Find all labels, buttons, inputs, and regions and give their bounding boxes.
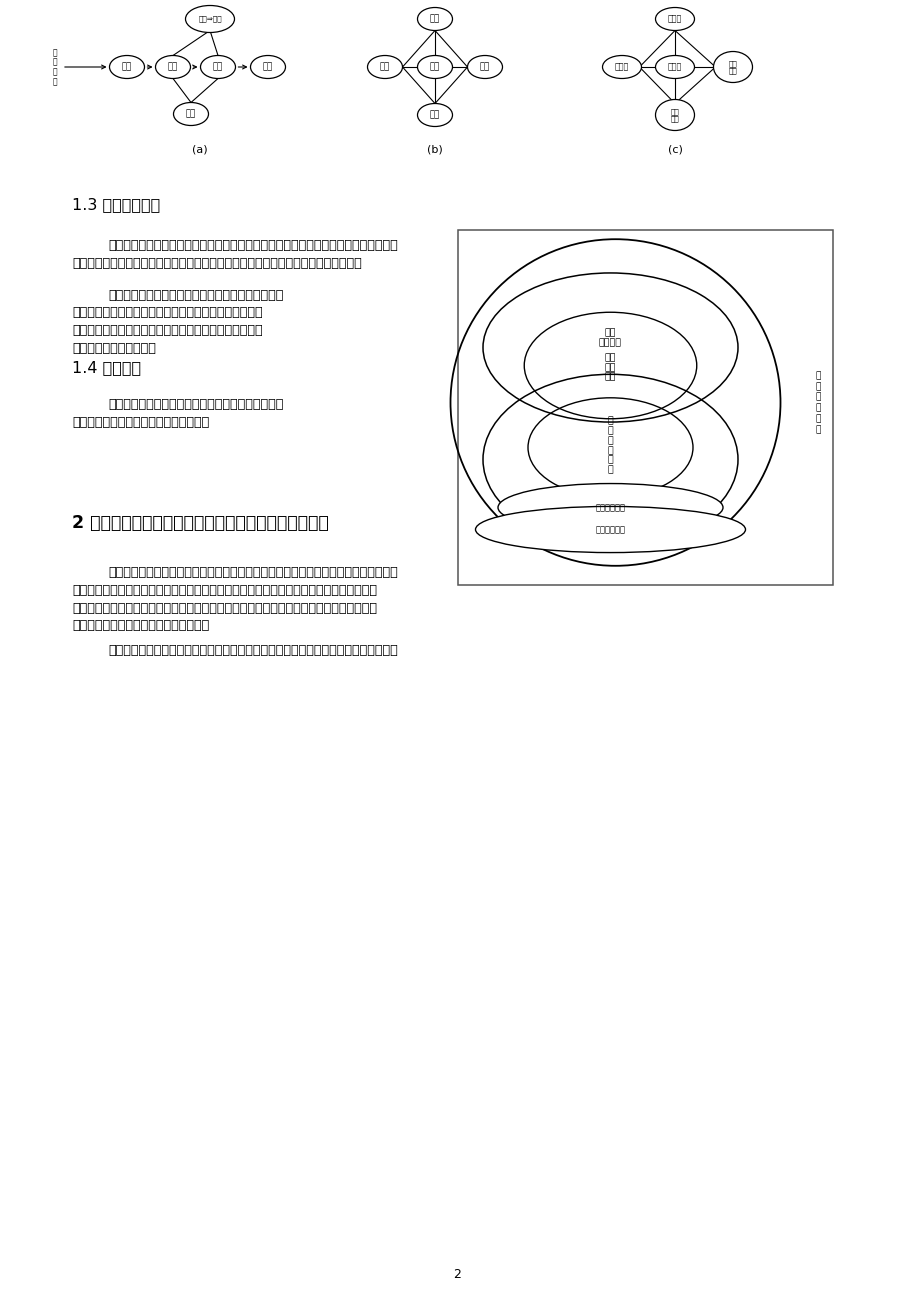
Text: 动力: 动力 (429, 14, 439, 23)
Ellipse shape (713, 52, 752, 82)
Text: 内胆⇒桔膜: 内胆⇒桔膜 (198, 16, 221, 22)
Text: 机械
本体: 机械 本体 (670, 108, 678, 122)
Text: 检测传感系统、执行部件、信息处理及控制系统，各要素和环节之间通过接口相联系。: 检测传感系统、执行部件、信息处理及控制系统，各要素和环节之间通过接口相联系。 (72, 256, 361, 270)
Text: 躯干: 躯干 (186, 109, 196, 118)
Text: 检测
传感技术: 检测 传感技术 (598, 328, 621, 346)
Ellipse shape (475, 506, 744, 552)
Ellipse shape (174, 103, 209, 125)
Ellipse shape (602, 56, 641, 78)
Ellipse shape (186, 5, 234, 33)
Text: 传统机械系统一般是由动力件、传动件、执行件三部分加上电器、液压和机械控制等部: 传统机械系统一般是由动力件、传动件、执行件三部分加上电器、液压和机械控制等部 (108, 566, 397, 579)
Ellipse shape (367, 56, 403, 78)
Ellipse shape (655, 56, 694, 78)
Text: 精密机械技术: 精密机械技术 (595, 503, 625, 512)
Ellipse shape (497, 483, 722, 531)
Text: 自
动
控
制
技
术: 自 动 控 制 技 术 (607, 417, 613, 474)
Text: 感官: 感官 (121, 62, 132, 72)
Ellipse shape (417, 103, 452, 126)
Ellipse shape (467, 56, 502, 78)
Text: 外
界
信
息: 外 界 信 息 (52, 48, 57, 86)
Text: 检测: 检测 (380, 62, 390, 72)
Text: 网联: 网联 (212, 62, 223, 72)
Ellipse shape (417, 56, 452, 78)
Text: 量流等动力学任务的机械或机电部件相互联系的系统组成。其核心是由计算机控制的，包括: 量流等动力学任务的机械或机电部件相互联系的系统组成。其核心是由计算机控制的，包括 (72, 602, 377, 615)
Text: 执行
部件: 执行 部件 (728, 60, 736, 74)
Text: (c): (c) (667, 145, 682, 155)
Text: 一个较完善的机电一体化系统，应包括以下几个基本功能要素：机械本体、动力系统、: 一个较完善的机电一体化系统，应包括以下几个基本功能要素：机械本体、动力系统、 (108, 240, 397, 253)
Bar (458, 230, 832, 585)
Text: 在机械本体的支持下，由传感器检测产品的运行状态: 在机械本体的支持下，由传感器检测产品的运行状态 (108, 289, 283, 302)
Ellipse shape (109, 56, 144, 78)
Text: 操作: 操作 (480, 62, 490, 72)
Text: 驱动执行机构进行工作。: 驱动执行机构进行工作。 (72, 342, 155, 355)
Text: 伺服传动技术: 伺服传动技术 (595, 525, 625, 534)
Text: (b): (b) (426, 145, 442, 155)
Text: 2 机电一体化系统中机械传动、机械结构的设计特点。: 2 机电一体化系统中机械传动、机械结构的设计特点。 (72, 514, 328, 533)
Text: 及环境变化，将信息反馈给控制及信息处理装置，控制及: 及环境变化，将信息反馈给控制及信息处理装置，控制及 (72, 306, 262, 319)
Text: 支撑: 支撑 (429, 111, 439, 120)
Text: (a): (a) (192, 145, 208, 155)
Text: 信息
处理
技术: 信息 处理 技术 (604, 353, 616, 381)
Text: 2: 2 (453, 1268, 460, 1280)
Text: 1.4 关键技术: 1.4 关键技术 (72, 359, 141, 375)
Ellipse shape (417, 8, 452, 30)
Text: 头脑: 头脑 (167, 62, 178, 72)
Ellipse shape (250, 56, 285, 78)
Text: 信息处理装置对各种信息进行处理，并按要求控制动力源: 信息处理装置对各种信息进行处理，并按要求控制动力源 (72, 324, 262, 337)
Text: 传感器: 传感器 (614, 62, 629, 72)
Text: 机电一体化中的机械系统需使伺服马达和负载之间的转速与转矩得到匹配。也就是在满: 机电一体化中的机械系统需使伺服马达和负载之间的转速与转矩得到匹配。也就是在满 (108, 644, 397, 658)
Text: 控制技术、伺服传动技术、系统集成技术: 控制技术、伺服传动技术、系统集成技术 (72, 415, 209, 428)
Text: 1.3 基本功能要素: 1.3 基本功能要素 (72, 197, 160, 212)
Ellipse shape (155, 56, 190, 78)
Text: 系
统
总
体
技
术: 系 统 总 体 技 术 (814, 371, 820, 434)
Ellipse shape (200, 56, 235, 78)
Text: 分组成，而机电一体化中的机械系统由计算机协调与控制，用于完成包括机械力、运动和能: 分组成，而机电一体化中的机械系统由计算机协调与控制，用于完成包括机械力、运动和能 (72, 583, 377, 596)
Text: 控制: 控制 (429, 62, 439, 72)
Text: 机、电、液、光、磁等技术的伺服系统。: 机、电、液、光、磁等技术的伺服系统。 (72, 620, 209, 633)
Ellipse shape (655, 99, 694, 130)
Text: 行动: 行动 (263, 62, 273, 72)
Text: 控制器: 控制器 (667, 62, 681, 72)
Text: 精密机械技术、检测传感技术、信息处理技术、自动: 精密机械技术、检测传感技术、信息处理技术、自动 (108, 398, 283, 411)
Ellipse shape (655, 8, 694, 30)
Text: 动力源: 动力源 (667, 14, 681, 23)
